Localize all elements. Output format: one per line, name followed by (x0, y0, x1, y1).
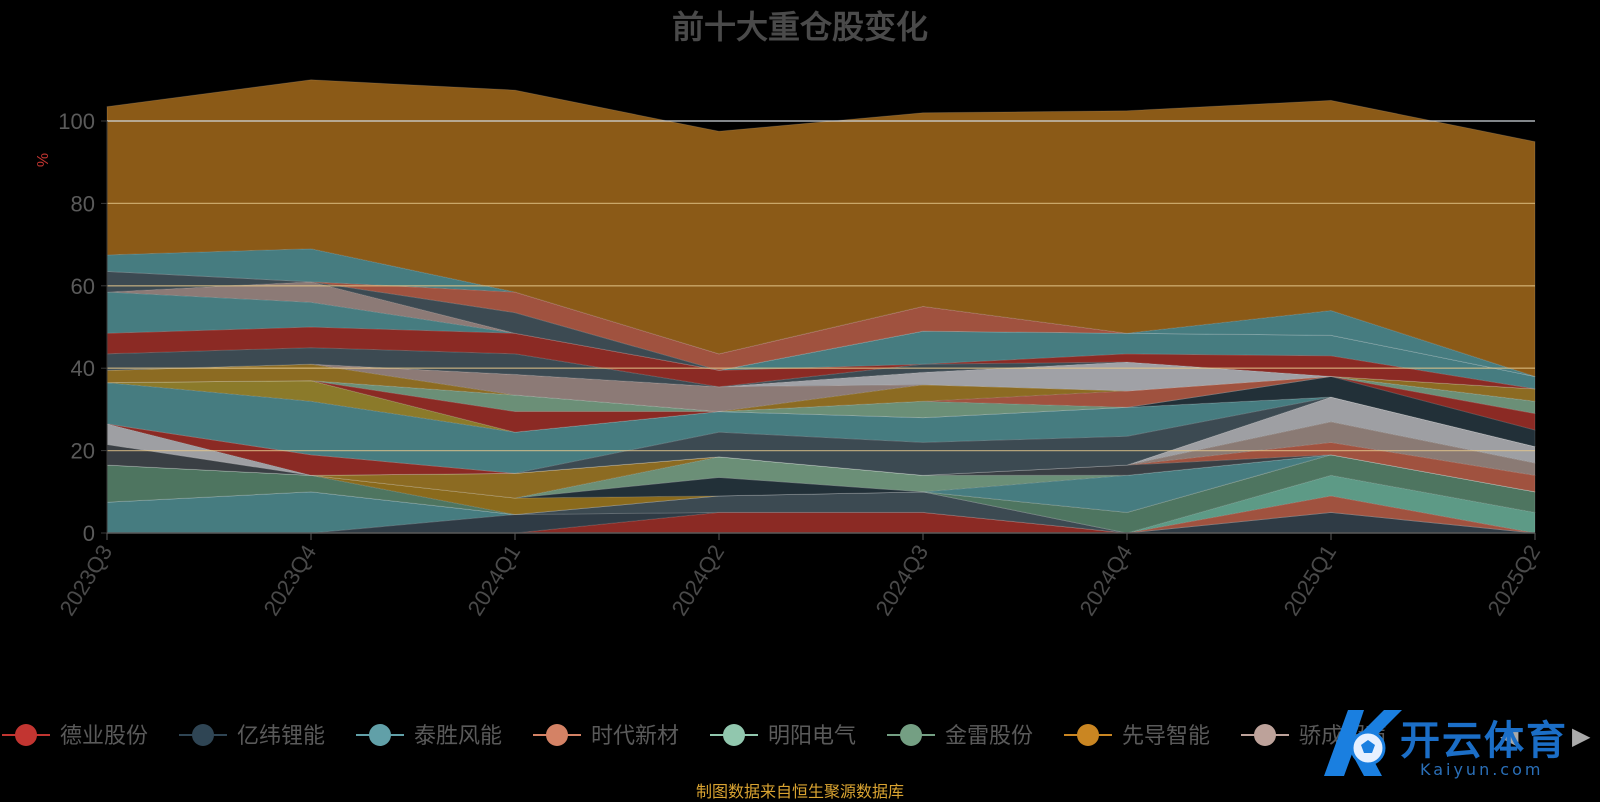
legend-label: 明阳电气 (768, 724, 856, 749)
area-layers (106, 79, 1536, 534)
y-tick-label: 20 (71, 439, 95, 464)
legend-marker (15, 724, 37, 746)
legend-label: 德业股份 (60, 724, 148, 749)
legend-label: 亿纬锂能 (237, 724, 325, 749)
x-tick-label: 2025Q1 (1279, 540, 1342, 620)
area-series-6 (106, 454, 1536, 534)
watermark-logo (1324, 710, 1402, 776)
legend-prev-page-button[interactable]: ◀ (1500, 722, 1519, 750)
legend-marker (192, 724, 214, 746)
source-note: 制图数据来自恒生聚源数据库 (695, 782, 904, 801)
legend-marker (900, 724, 922, 746)
x-tick-label: 2024Q2 (667, 540, 730, 620)
legend-item[interactable]: 金雷股份 (887, 724, 1033, 749)
legend-item[interactable]: 德业股份 (2, 724, 148, 749)
x-tick-label: 2024Q4 (1075, 540, 1138, 620)
legend-marker (1254, 724, 1276, 746)
y-tick-label: 100 (58, 109, 95, 134)
legend-label: 先导智能 (1122, 724, 1210, 749)
legend-marker (369, 724, 391, 746)
x-tick-label: 2023Q4 (259, 540, 322, 620)
area-series-34 (106, 79, 1536, 378)
chart-title: 前十大重仓股变化 (671, 8, 928, 46)
y-tick-label: 60 (71, 274, 95, 299)
grid-lines (107, 120, 1535, 452)
y-axis: 0 20 40 60 80 100 (58, 109, 108, 546)
y-tick-label: 0 (83, 521, 95, 546)
legend-item[interactable]: 亿纬锂能 (179, 724, 325, 749)
x-tick-label: 2025Q2 (1483, 540, 1546, 620)
legend-marker (1077, 724, 1099, 746)
legend-marker (546, 724, 568, 746)
x-tick-label: 2023Q3 (55, 540, 118, 620)
legend-item[interactable]: 泰胜风能 (356, 724, 502, 749)
legend-marker (723, 724, 745, 746)
legend: 德业股份亿纬锂能泰胜风能时代新材明阳电气金雷股份先导智能骄成超声◀▶ (2, 722, 1591, 750)
y-tick-label: 40 (71, 356, 95, 381)
legend-item[interactable]: 明阳电气 (710, 724, 856, 749)
legend-item[interactable]: 先导智能 (1064, 724, 1210, 749)
legend-label: 时代新材 (591, 724, 679, 749)
y-tick-label: 80 (71, 191, 95, 216)
legend-label: 金雷股份 (945, 724, 1033, 749)
legend-item[interactable]: 时代新材 (533, 724, 679, 749)
x-axis: 2023Q3 2023Q4 2024Q1 2024Q2 2024Q3 2024Q4 2025… (55, 532, 1546, 620)
x-tick-label: 2024Q3 (871, 540, 934, 620)
legend-next-page-button[interactable]: ▶ (1572, 722, 1591, 750)
x-tick-label: 2024Q1 (463, 540, 526, 620)
watermark-text: 开云体育 (1400, 718, 1568, 764)
area-series-5 (106, 474, 1536, 534)
watermark-subtext: Kaiyun.com (1420, 760, 1544, 779)
legend-label: 泰胜风能 (414, 724, 502, 749)
y-axis-label: % (35, 153, 52, 167)
